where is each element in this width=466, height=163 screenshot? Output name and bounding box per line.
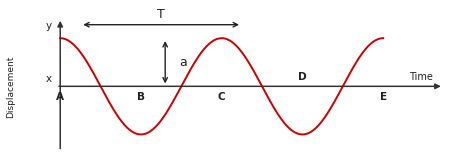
- Text: T: T: [157, 8, 165, 21]
- Text: E: E: [380, 92, 387, 102]
- Text: y: y: [46, 21, 52, 31]
- Text: D: D: [298, 72, 307, 82]
- Text: A: A: [56, 92, 64, 102]
- Text: Displacement: Displacement: [6, 55, 14, 118]
- Text: Time: Time: [409, 72, 433, 82]
- Text: C: C: [218, 92, 226, 102]
- Text: x: x: [46, 74, 52, 84]
- Text: a: a: [180, 56, 187, 69]
- Text: B: B: [137, 92, 145, 102]
